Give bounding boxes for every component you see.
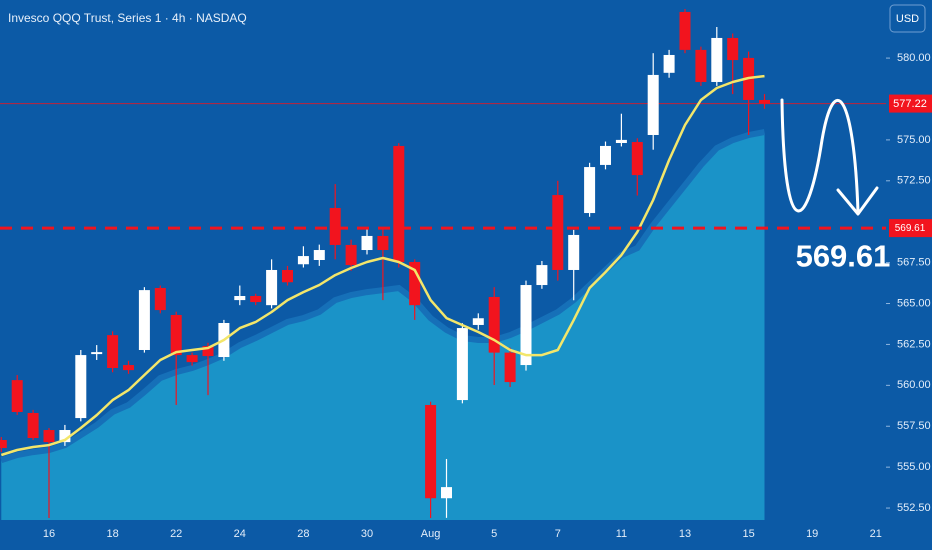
candle-body xyxy=(11,380,23,413)
area-fill xyxy=(1,132,765,520)
candle-body xyxy=(536,265,548,286)
y-tick-label: 552.50 xyxy=(897,502,931,514)
y-tick-label: 567.50 xyxy=(897,257,931,269)
target-badge xyxy=(889,219,932,238)
candle-body xyxy=(138,290,150,350)
y-tick-label: 575.00 xyxy=(897,134,931,146)
candle-body xyxy=(456,328,468,401)
x-tick-label: 21 xyxy=(870,528,882,540)
candle-body xyxy=(409,261,421,306)
candle-body xyxy=(91,352,103,355)
candle-body xyxy=(663,54,675,73)
candle-body xyxy=(75,355,87,419)
y-tick-label: 572.50 xyxy=(897,175,931,187)
candle-body xyxy=(266,269,278,306)
x-tick-label: 22 xyxy=(170,528,182,540)
candle-body xyxy=(568,234,580,270)
x-tick-label: 18 xyxy=(106,528,118,540)
candle-body xyxy=(552,195,564,270)
x-tick-label: 28 xyxy=(297,528,309,540)
candle-body xyxy=(313,250,325,260)
candle-body xyxy=(234,295,246,301)
target-annotation: 569.61 xyxy=(796,238,891,273)
y-tick-label: 580.00 xyxy=(897,52,931,64)
x-tick-label: 7 xyxy=(555,528,561,540)
x-tick-label: 30 xyxy=(361,528,373,540)
last-price-badge xyxy=(889,94,932,113)
candle-body xyxy=(27,412,39,439)
candle-body xyxy=(584,167,596,214)
x-tick-label: Aug xyxy=(421,528,441,540)
x-tick-label: 15 xyxy=(742,528,754,540)
candle-body xyxy=(393,145,405,262)
candle-body xyxy=(329,207,341,245)
candle-body xyxy=(59,430,71,443)
x-tick-label: 19 xyxy=(806,528,818,540)
candle-body xyxy=(361,235,373,251)
candle-body xyxy=(727,37,739,61)
candle-body xyxy=(0,439,7,449)
y-tick-label: 565.00 xyxy=(897,297,931,309)
plot-area xyxy=(0,8,886,520)
x-tick-label: 11 xyxy=(616,528,627,540)
drawing-arrowhead xyxy=(836,186,879,216)
candle-body xyxy=(43,430,55,443)
candle-body xyxy=(520,285,532,366)
candle-body xyxy=(631,142,643,176)
y-tick-label: 555.00 xyxy=(897,461,931,473)
candle-body xyxy=(202,346,214,357)
candle-body xyxy=(170,314,182,356)
x-tick-label: 13 xyxy=(679,528,691,540)
candle-body xyxy=(679,11,691,50)
x-tick-label: 24 xyxy=(234,528,246,540)
y-tick-label: 562.50 xyxy=(897,338,931,350)
candle-body xyxy=(345,244,357,266)
ema-line xyxy=(0,74,765,457)
chart-title: Invesco QQQ Trust, Series 1 · 4h · NASDA… xyxy=(8,11,247,25)
candle-body xyxy=(297,256,309,265)
candle-body xyxy=(472,318,484,325)
candle-body xyxy=(600,145,611,165)
candle-body xyxy=(425,404,437,499)
candle-body xyxy=(488,296,500,353)
candle-body xyxy=(504,352,516,383)
candle-body xyxy=(154,287,166,311)
candle-body xyxy=(250,295,262,303)
candle-body xyxy=(759,99,770,104)
candle-body xyxy=(647,74,659,135)
x-tick-label: 16 xyxy=(43,528,55,540)
candle-body xyxy=(615,139,627,144)
last-price-label: 577.22 xyxy=(893,98,927,110)
x-tick-label: 5 xyxy=(491,528,497,540)
candle-body xyxy=(377,235,389,251)
candle-body xyxy=(123,365,134,371)
currency-label[interactable]: USD xyxy=(896,13,919,25)
drawing-arrow xyxy=(780,98,860,214)
target-badge-label: 569.61 xyxy=(895,223,926,234)
candle-body xyxy=(282,269,293,283)
candle-body xyxy=(441,487,452,499)
y-tick-label: 557.50 xyxy=(897,420,931,432)
candle-body xyxy=(186,355,198,363)
candle-body xyxy=(107,335,119,368)
y-tick-label: 560.00 xyxy=(897,379,931,391)
candle-body xyxy=(711,37,723,82)
candle-body xyxy=(695,49,707,82)
currency-button[interactable] xyxy=(889,4,926,33)
